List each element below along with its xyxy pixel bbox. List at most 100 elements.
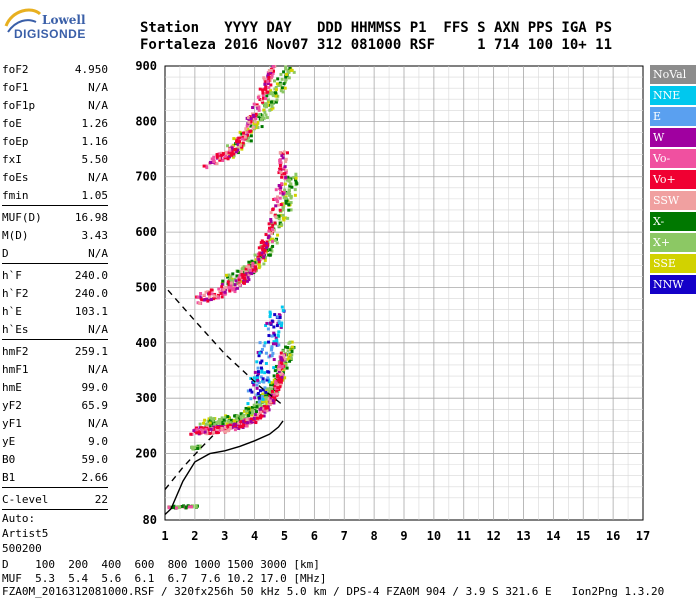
echo-point bbox=[218, 420, 222, 424]
echo-point bbox=[277, 171, 281, 175]
echo-point bbox=[208, 425, 212, 429]
param-fxi: fxI 5.50 bbox=[2, 150, 108, 168]
echo-point bbox=[271, 106, 275, 110]
x-tick-label: 13 bbox=[516, 529, 530, 543]
echo-point bbox=[283, 165, 287, 169]
echo-point bbox=[224, 416, 228, 420]
echo-point bbox=[184, 506, 188, 510]
echo-point bbox=[281, 213, 285, 217]
y-tick-label: 900 bbox=[135, 59, 157, 73]
echo-point bbox=[268, 402, 272, 406]
echo-point bbox=[268, 389, 272, 393]
echo-point bbox=[289, 182, 293, 186]
echo-point bbox=[178, 505, 182, 509]
echo-point bbox=[265, 402, 269, 406]
echo-point bbox=[289, 347, 293, 351]
param-name: B1 bbox=[2, 470, 16, 484]
echo-point bbox=[263, 397, 267, 401]
echo-point bbox=[274, 379, 278, 383]
echo-point bbox=[281, 174, 285, 178]
echo-point bbox=[261, 245, 265, 249]
echo-point bbox=[247, 139, 251, 143]
echo-point bbox=[215, 155, 219, 159]
echo-point bbox=[187, 505, 191, 509]
echo-point bbox=[255, 386, 259, 390]
echo-point bbox=[270, 319, 274, 323]
echo-point bbox=[261, 100, 265, 104]
footer-info: FZA0M_2016312081000.RSF / 320fx256h 50 k… bbox=[2, 585, 665, 598]
echo-point bbox=[256, 372, 260, 376]
legend-vo: Vo+ bbox=[650, 170, 696, 189]
echo-point bbox=[280, 375, 284, 379]
echo-point bbox=[217, 417, 221, 421]
echo-point bbox=[259, 375, 263, 379]
echo-point bbox=[277, 365, 281, 369]
echo-point bbox=[272, 69, 276, 73]
echo-point bbox=[273, 369, 277, 373]
echo-point bbox=[216, 296, 220, 300]
echo-point bbox=[270, 246, 274, 250]
echo-point bbox=[265, 321, 269, 325]
echo-point bbox=[255, 103, 259, 107]
echo-point bbox=[264, 97, 268, 101]
echo-point bbox=[283, 182, 287, 186]
echo-point bbox=[260, 251, 264, 255]
echo-point bbox=[282, 218, 286, 222]
echo-point bbox=[194, 426, 198, 430]
echo-point bbox=[257, 113, 261, 117]
echo-point bbox=[209, 298, 213, 302]
echo-point bbox=[272, 366, 276, 370]
param-name: B0 bbox=[2, 452, 16, 466]
echo-point bbox=[283, 376, 287, 380]
param-value: 65.9 bbox=[81, 398, 109, 412]
echo-point bbox=[236, 146, 240, 150]
echo-point bbox=[275, 338, 279, 342]
echo-point bbox=[277, 343, 281, 347]
echo-point bbox=[277, 217, 281, 221]
echo-point bbox=[218, 289, 222, 293]
echo-point bbox=[284, 192, 288, 196]
echo-point bbox=[284, 216, 288, 220]
echo-point bbox=[203, 418, 207, 422]
echo-point bbox=[238, 273, 242, 277]
echo-point bbox=[263, 408, 267, 412]
param-value: N/A bbox=[88, 416, 108, 430]
echo-point bbox=[259, 361, 263, 365]
echo-point bbox=[290, 345, 294, 349]
echo-point bbox=[245, 424, 249, 428]
echo-point bbox=[241, 141, 245, 145]
echo-point bbox=[224, 430, 228, 434]
echo-point bbox=[284, 65, 288, 69]
echo-point bbox=[272, 325, 276, 329]
legend-vo: Vo- bbox=[650, 149, 696, 168]
echo-point bbox=[208, 295, 212, 299]
echo-point bbox=[266, 236, 270, 240]
y-tick-label: 80 bbox=[143, 513, 157, 527]
echo-point bbox=[285, 151, 289, 155]
echo-point bbox=[238, 418, 242, 422]
y-tick-label: 800 bbox=[135, 114, 157, 128]
echo-point bbox=[263, 104, 267, 108]
echo-point bbox=[244, 406, 248, 410]
echo-point bbox=[254, 112, 258, 116]
param-name: D bbox=[2, 246, 9, 260]
echo-point bbox=[253, 265, 257, 269]
echo-point bbox=[273, 79, 277, 83]
echo-point bbox=[243, 130, 247, 134]
echo-point bbox=[284, 157, 288, 161]
echo-point bbox=[246, 421, 250, 425]
echo-point bbox=[246, 116, 250, 120]
echo-point bbox=[224, 414, 228, 418]
logo-lowell: Lowell bbox=[42, 13, 86, 27]
echo-point bbox=[256, 120, 260, 124]
echo-point bbox=[266, 100, 270, 104]
echo-point bbox=[213, 161, 217, 165]
echo-point bbox=[240, 270, 244, 274]
echo-point bbox=[272, 393, 276, 397]
echo-point bbox=[280, 172, 284, 176]
echo-point bbox=[222, 288, 226, 292]
echo-point bbox=[209, 427, 213, 431]
echo-point bbox=[278, 379, 282, 383]
echo-point bbox=[232, 143, 236, 147]
echo-point bbox=[279, 213, 283, 217]
